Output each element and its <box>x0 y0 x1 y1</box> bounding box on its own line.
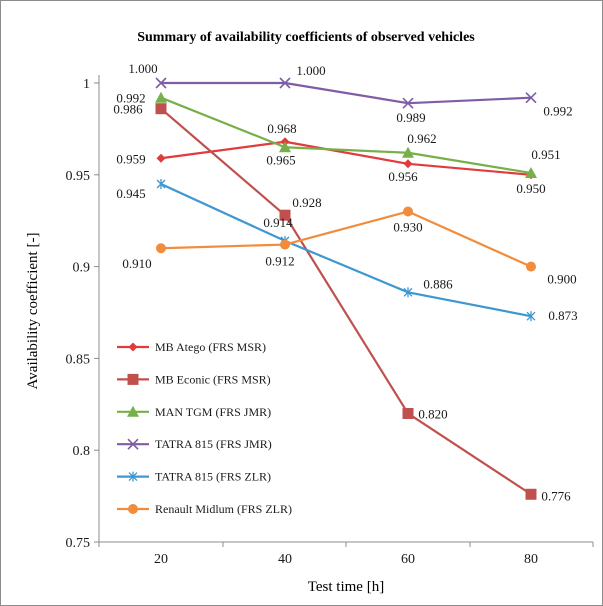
data-point <box>402 146 414 158</box>
y-tick-label: 0.85 <box>66 352 91 367</box>
data-label: 0.914 <box>263 215 293 230</box>
data-point <box>525 166 537 178</box>
data-label: 0.912 <box>265 254 294 269</box>
series-line <box>161 81 532 105</box>
series-0 <box>156 137 536 180</box>
legend-marker <box>127 373 139 385</box>
legend-label: MB Econic (FRS MSR) <box>155 372 271 386</box>
data-point <box>155 77 167 89</box>
data-label: 0.820 <box>418 406 447 421</box>
data-point <box>526 261 536 272</box>
x-tick-label: 40 <box>278 552 292 567</box>
series-line <box>160 107 532 496</box>
data-label: 0.959 <box>116 151 145 166</box>
data-label: 0.930 <box>393 220 422 235</box>
legend-item: TATRA 815 (FRS JMR) <box>117 437 272 451</box>
data-point <box>402 407 414 419</box>
data-label: 0.950 <box>516 181 545 196</box>
data-label: 0.968 <box>267 121 296 136</box>
legend: MB Atego (FRS MSR) MB Econic (FRS MSR) MAN… <box>117 340 292 516</box>
series-3 <box>155 77 537 109</box>
series-1 <box>155 103 537 500</box>
legend-marker <box>127 438 139 450</box>
data-label: 1.000 <box>296 63 325 78</box>
data-label: 0.986 <box>113 102 143 117</box>
legend-label: MAN TGM (FRS JMR) <box>155 405 271 419</box>
data-label: 0.873 <box>548 308 577 323</box>
data-point <box>156 178 166 189</box>
data-point <box>525 488 537 500</box>
x-tick-label: 80 <box>524 552 538 567</box>
data-point <box>403 287 413 298</box>
x-tick-label: 60 <box>401 552 415 567</box>
data-point <box>403 159 413 169</box>
data-label: 0.965 <box>266 152 295 167</box>
legend-marker <box>128 471 138 482</box>
legend-item: MB Atego (FRS MSR) <box>117 340 266 354</box>
data-point <box>155 103 167 115</box>
data-label: 0.886 <box>423 276 453 291</box>
chart-title: Summary of availability coefficients of … <box>137 30 475 45</box>
legend-item: Renault Midlum (FRS ZLR) <box>117 502 292 516</box>
legend-marker <box>127 405 139 417</box>
legend-marker <box>128 504 138 514</box>
series-line <box>160 210 532 268</box>
data-label: 0.989 <box>396 110 425 125</box>
x-tick-label: 20 <box>154 552 168 567</box>
y-axis-title: Availability coefficient [-] <box>25 233 41 390</box>
series-5 <box>156 206 536 272</box>
data-label: 0.992 <box>116 91 145 106</box>
x-axis-title: Test time [h] <box>308 579 384 595</box>
data-label: 0.910 <box>122 256 151 271</box>
data-label: 0.962 <box>407 131 436 146</box>
legend-label: MB Atego (FRS MSR) <box>155 340 266 354</box>
legend-item: MB Econic (FRS MSR) <box>117 372 271 386</box>
data-label: 0.951 <box>531 147 560 162</box>
data-point <box>403 206 413 217</box>
data-point <box>526 311 536 322</box>
data-point <box>525 92 537 104</box>
series-line <box>160 140 532 176</box>
series-line <box>160 182 532 318</box>
y-tick-label: 0.75 <box>66 536 91 551</box>
data-label: 0.900 <box>547 272 576 287</box>
data-label: 0.956 <box>388 169 418 184</box>
legend-label: TATRA 815 (FRS ZLR) <box>155 470 271 484</box>
series-layer <box>155 77 537 500</box>
y-tick-label: 0.95 <box>66 169 91 184</box>
data-point <box>156 243 166 254</box>
legend-marker <box>128 342 138 352</box>
data-point <box>279 141 291 153</box>
series-line <box>160 96 532 175</box>
data-point <box>156 153 166 163</box>
data-label: 0.945 <box>116 186 145 201</box>
y-tick-label: 0.9 <box>73 261 91 276</box>
data-point <box>402 97 414 109</box>
legend-item: MAN TGM (FRS JMR) <box>117 405 271 419</box>
data-labels: 0.959 0.968 0.956 0.950 0.986 0.928 0.820 0.776… <box>113 61 577 503</box>
series-2 <box>155 91 537 178</box>
data-point <box>280 239 290 250</box>
y-tick-label: 0.8 <box>73 444 91 459</box>
data-label: 0.776 <box>541 488 571 503</box>
data-point <box>279 77 291 89</box>
data-label: 1.000 <box>128 61 157 76</box>
data-label: 0.992 <box>543 104 572 119</box>
y-tick-label: 1 <box>83 77 90 92</box>
legend-label: Renault Midlum (FRS ZLR) <box>155 502 292 516</box>
legend-label: TATRA 815 (FRS JMR) <box>155 437 272 451</box>
legend-item: TATRA 815 (FRS ZLR) <box>117 470 271 484</box>
data-point <box>155 91 167 103</box>
series-4 <box>156 178 536 322</box>
data-point <box>279 209 291 221</box>
data-label: 0.928 <box>292 195 321 210</box>
